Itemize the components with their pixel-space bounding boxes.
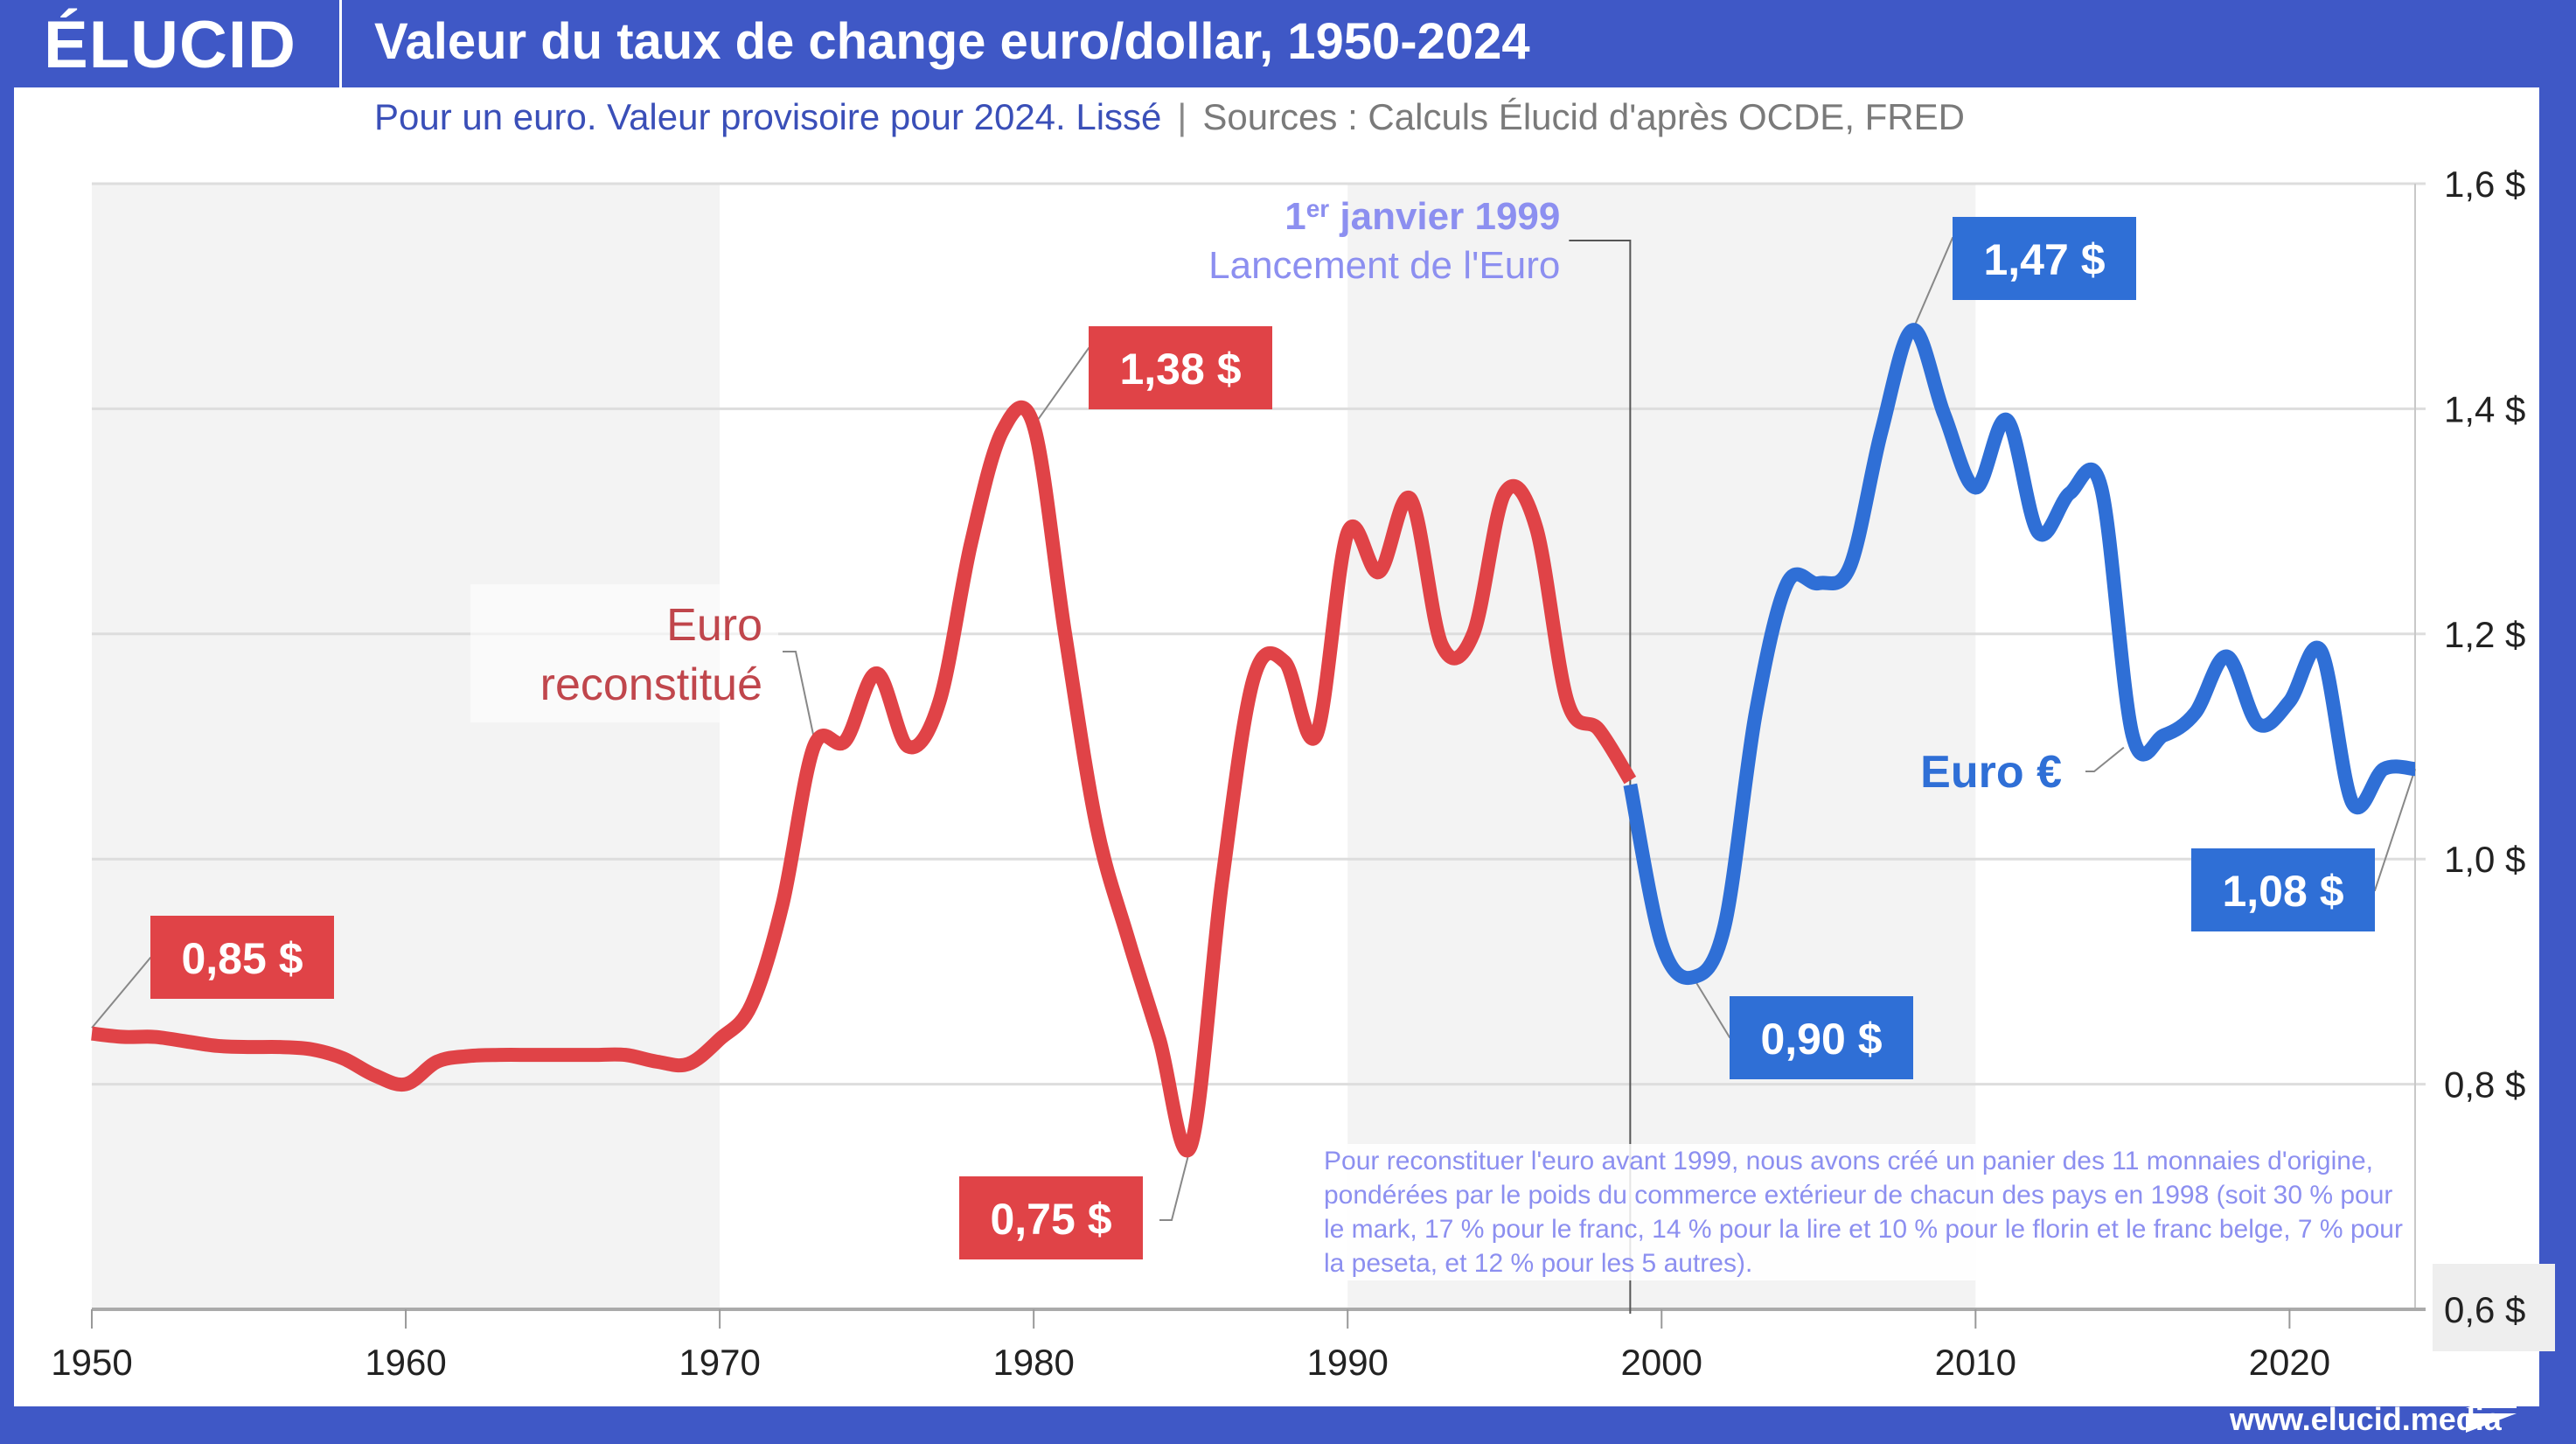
y-tick-label: 1,2 $ [2444, 614, 2525, 655]
value-label: 1,47 $ [1983, 235, 2105, 284]
header-divider [339, 0, 342, 87]
subtitle-sources: Sources : Calculs Élucid d'après OCDE, F… [1202, 96, 1965, 137]
x-tick-label: 1970 [679, 1342, 760, 1383]
value-label: 1,38 $ [1119, 345, 1241, 394]
series-line-euro [1623, 323, 2416, 986]
elucid-mark-icon [2466, 1389, 2517, 1433]
series-label-leader [783, 651, 815, 738]
x-tick-label: 2020 [2249, 1342, 2330, 1383]
elucid-logo: ÉLUCID [44, 8, 296, 82]
subtitle-description: Pour un euro. Valeur provisoire pour 202… [374, 96, 1162, 137]
value-label-box [2191, 848, 2375, 931]
x-tick-label: 2010 [1935, 1342, 2016, 1383]
series-label-bg [470, 584, 778, 722]
chart-title: Valeur du taux de change euro/dollar, 19… [374, 13, 1530, 70]
euro-launch-label: Lancement de l'Euro [1208, 244, 1560, 287]
shaded-band [1347, 184, 1976, 1309]
y-tick-label: 0,6 $ [2444, 1289, 2525, 1330]
value-label-box [1089, 326, 1272, 409]
series-label-leader [2085, 746, 2125, 772]
x-tick-label: 1960 [365, 1342, 446, 1383]
value-label: 0,90 $ [1760, 1015, 1882, 1064]
value-label-box [150, 916, 334, 999]
euro-launch-date: 1er janvier 1999 [1285, 195, 1560, 238]
x-tick-label: 1950 [51, 1342, 132, 1383]
x-tick-label: 2000 [1621, 1342, 1702, 1383]
value-label: 0,75 $ [990, 1195, 1111, 1244]
series-label-euro: Euro € [1920, 747, 2062, 798]
value-label: 1,08 $ [2222, 867, 2343, 916]
series-label-euro-reconstitue: Euro [666, 600, 762, 651]
value-label-box [1730, 996, 1913, 1079]
value-label: 0,85 $ [181, 934, 303, 983]
footer-url[interactable]: www.elucid.media [2230, 1401, 2502, 1437]
subtitle-separator: | [1177, 96, 1187, 137]
y-tick-label: 0,8 $ [2444, 1064, 2525, 1106]
value-label-box [1953, 217, 2136, 300]
value-label-box [959, 1176, 1143, 1259]
series-line-euro-reconstitue [91, 401, 1637, 1158]
shaded-band [92, 184, 721, 1309]
header-bar: ÉLUCID Valeur du taux de change euro/dol… [0, 0, 2576, 87]
annotation-leader [1159, 1146, 1192, 1221]
y-tick-bg [2433, 1264, 2555, 1351]
x-tick-label: 1990 [1306, 1342, 1388, 1383]
y-tick-label: 1,4 $ [2444, 388, 2525, 429]
chart-subtitle: Pour un euro. Valeur provisoire pour 202… [374, 96, 1965, 138]
euro-launch-line [1569, 240, 1632, 1314]
methodology-note: Pour reconstituer l'euro avant 1999, nou… [1324, 1144, 2408, 1280]
y-tick-label: 1,0 $ [2444, 839, 2525, 880]
y-tick-label: 1,6 $ [2444, 164, 2525, 205]
x-tick-label: 1980 [992, 1342, 1074, 1383]
series-label-euro-reconstitue: reconstitué [540, 659, 762, 710]
